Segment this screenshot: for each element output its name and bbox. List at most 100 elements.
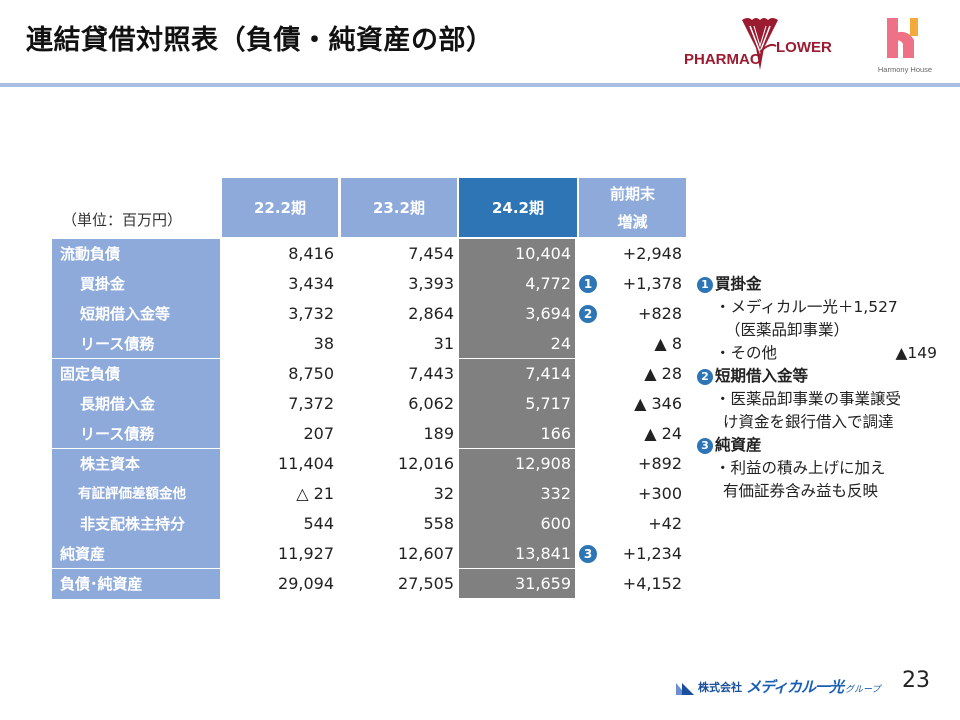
value-24-2: 3,694 bbox=[459, 299, 575, 329]
table-row: 非支配株主持分 544 558 600 +42 bbox=[52, 509, 692, 539]
note-2-badge-icon: 2 bbox=[697, 368, 713, 385]
note-3-heading: 3 純資産 bbox=[697, 434, 957, 457]
note-1-other-label: ・その他 bbox=[715, 344, 778, 362]
value-23-2: 7,454 bbox=[408, 244, 454, 263]
value-change: +42 bbox=[648, 514, 682, 533]
note-3-line: ・利益の積み上げに加え bbox=[715, 459, 886, 477]
row-label: 買掛金 bbox=[52, 269, 220, 299]
header-24-2: 24.2期 bbox=[459, 178, 577, 237]
value-23-2: 31 bbox=[433, 334, 454, 353]
value-23-2: 12,016 bbox=[398, 454, 454, 473]
value-23-2: 32 bbox=[433, 484, 454, 503]
value-23-2: 7,443 bbox=[408, 364, 454, 383]
table-row: 負債･純資産 29,094 27,505 31,659 +4,152 bbox=[52, 569, 692, 599]
page-title: 連結貸借対照表（負債・純資産の部） bbox=[26, 25, 494, 56]
value-23-2: 12,607 bbox=[398, 544, 454, 563]
table-row: リース債務 207 189 166 ▲ 24 bbox=[52, 419, 692, 449]
note-2-line: ・医薬品卸事業の事業譲受 bbox=[715, 390, 902, 408]
note-3-badge-icon: 3 bbox=[697, 437, 713, 454]
value-23-2: 3,393 bbox=[408, 274, 454, 293]
row-divider bbox=[52, 568, 692, 570]
value-23-2: 6,062 bbox=[408, 394, 454, 413]
table-row: 有証評価差額金他 △ 21 32 332 +300 bbox=[52, 479, 692, 509]
page-number: 23 bbox=[902, 668, 930, 693]
table-row: 流動負債 8,416 7,454 10,404 +2,948 bbox=[52, 239, 692, 269]
value-24-2: 13,841 bbox=[459, 539, 575, 569]
value-22-2: △ 21 bbox=[296, 484, 334, 503]
note-1-badge-icon: 1 bbox=[697, 276, 713, 293]
row-label: 有証評価差額金他 bbox=[52, 479, 220, 509]
company-group: グループ bbox=[844, 685, 881, 695]
value-23-2: 189 bbox=[423, 424, 454, 443]
value-24-2: 7,414 bbox=[459, 359, 575, 389]
note-1-line: ・メディカル一光＋1,527 bbox=[715, 298, 898, 316]
value-22-2: 3,434 bbox=[288, 274, 334, 293]
value-change: +892 bbox=[638, 454, 682, 473]
row-label: 固定負債 bbox=[52, 359, 220, 389]
row-label: 長期借入金 bbox=[52, 389, 220, 419]
row-label: 非支配株主持分 bbox=[52, 509, 220, 539]
row-label: 流動負債 bbox=[52, 239, 220, 269]
company-mark-icon bbox=[676, 680, 694, 695]
table-row: 株主資本 11,404 12,016 12,908 +892 bbox=[52, 449, 692, 479]
company-prefix: 株式会社 bbox=[698, 680, 742, 694]
table-row: 純資産 11,927 12,607 13,841 +1,234 3 bbox=[52, 539, 692, 569]
table-row: 固定負債 8,750 7,443 7,414 ▲ 28 bbox=[52, 359, 692, 389]
note-2-title: 短期借入金等 bbox=[715, 367, 809, 385]
value-22-2: 11,404 bbox=[278, 454, 334, 473]
pharmac-text: PHARMAC bbox=[684, 51, 761, 68]
harmony-house-logo: Harmony House bbox=[870, 12, 940, 80]
value-22-2: 38 bbox=[313, 334, 334, 353]
row-label: 純資産 bbox=[52, 539, 220, 569]
value-22-2: 3,732 bbox=[288, 304, 334, 323]
note-marker-icon: 1 bbox=[579, 275, 597, 293]
unit-label: （単位：百万円） bbox=[62, 211, 183, 229]
table-row: 長期借入金 7,372 6,062 5,717 ▲ 346 bbox=[52, 389, 692, 419]
value-change: ▲ 8 bbox=[654, 334, 682, 353]
value-24-2: 5,717 bbox=[459, 389, 575, 419]
notes-panel: 1 買掛金 ・メディカル一光＋1,527 （医薬品卸事業） ・その他 ▲149 … bbox=[697, 273, 957, 503]
value-24-2: 4,772 bbox=[459, 269, 575, 299]
note-marker-icon: 3 bbox=[579, 545, 597, 563]
header-change-line2: 増減 bbox=[617, 212, 648, 231]
value-24-2: 10,404 bbox=[459, 239, 575, 269]
row-label: リース債務 bbox=[52, 419, 220, 449]
value-22-2: 29,094 bbox=[278, 574, 334, 593]
row-label: 短期借入金等 bbox=[52, 299, 220, 329]
row-divider bbox=[52, 358, 692, 360]
header-23-2: 23.2期 bbox=[341, 178, 457, 237]
value-22-2: 7,372 bbox=[288, 394, 334, 413]
company-name: メディカル一光 bbox=[746, 678, 844, 696]
row-label: 株主資本 bbox=[52, 449, 220, 479]
value-24-2: 600 bbox=[459, 509, 575, 539]
value-22-2: 207 bbox=[303, 424, 334, 443]
value-change: +828 bbox=[638, 304, 682, 323]
table-row: 短期借入金等 3,732 2,864 3,694 +828 2 bbox=[52, 299, 692, 329]
value-22-2: 8,750 bbox=[288, 364, 334, 383]
value-23-2: 2,864 bbox=[408, 304, 454, 323]
row-divider bbox=[52, 448, 692, 450]
value-change: +2,948 bbox=[622, 244, 682, 263]
note-marker-icon: 2 bbox=[579, 305, 597, 323]
value-24-2: 31,659 bbox=[459, 569, 575, 598]
table-row: リース債務 38 31 24 ▲ 8 bbox=[52, 329, 692, 359]
header-change: 前期末 増減 bbox=[579, 178, 686, 237]
value-23-2: 558 bbox=[423, 514, 454, 533]
pharmaflower-logo: PHARMAC LOWER bbox=[680, 12, 840, 76]
note-1-title: 買掛金 bbox=[715, 275, 762, 293]
header-change-line1: 前期末 bbox=[609, 184, 655, 203]
row-label: リース債務 bbox=[52, 329, 220, 359]
header-22-2: 22.2期 bbox=[222, 178, 338, 237]
value-23-2: 27,505 bbox=[398, 574, 454, 593]
value-change: +1,234 bbox=[622, 544, 682, 563]
note-2-line: け資金を銀行借入で調達 bbox=[723, 413, 894, 431]
value-change: +300 bbox=[638, 484, 682, 503]
title-rule bbox=[0, 83, 960, 87]
value-24-2: 166 bbox=[459, 419, 575, 449]
lower-text: LOWER bbox=[776, 39, 832, 56]
row-label: 負債･純資産 bbox=[52, 569, 220, 599]
harmony-house-text: Harmony House bbox=[878, 65, 932, 74]
value-24-2: 332 bbox=[459, 479, 575, 509]
note-1-line-other: ・その他 ▲149 bbox=[697, 342, 937, 365]
company-logo: 株式会社 メディカル一光 グループ bbox=[676, 676, 880, 697]
